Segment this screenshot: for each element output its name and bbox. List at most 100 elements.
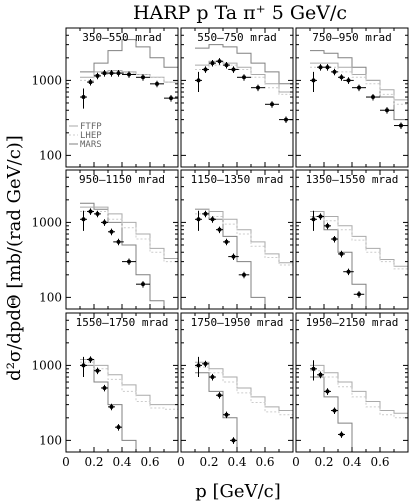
mars-line-9 bbox=[310, 376, 380, 452]
data-point bbox=[116, 71, 121, 76]
data-point bbox=[155, 81, 159, 86]
x-tick-label: 0 bbox=[62, 455, 70, 469]
data-series-4 bbox=[80, 208, 150, 288]
data-point bbox=[217, 59, 222, 64]
panel-8: 1750–1950 mrad 0 0.2 0.4 0.6 bbox=[177, 312, 294, 469]
data-point bbox=[210, 375, 215, 380]
data-point bbox=[231, 67, 236, 72]
ftfp-line-1 bbox=[80, 70, 178, 87]
ftfp-line-8 bbox=[195, 361, 293, 411]
ftfp-line-4 bbox=[80, 206, 178, 265]
data-point bbox=[231, 254, 236, 259]
data-point bbox=[231, 438, 236, 443]
mars-line-8 bbox=[195, 372, 265, 452]
ftfp-line-3 bbox=[310, 62, 408, 110]
data-point bbox=[141, 282, 145, 287]
legend-entry-lhep: LHEP bbox=[80, 131, 102, 141]
data-point bbox=[339, 75, 344, 80]
lhep-line-8 bbox=[195, 366, 293, 416]
panel-label-9: 1950–2150 mrad bbox=[306, 316, 399, 329]
y-tick-label: 1000 bbox=[31, 73, 62, 87]
data-point bbox=[196, 217, 201, 222]
legend-entry-ftfp: FTFP bbox=[80, 122, 102, 132]
data-series-5 bbox=[195, 210, 250, 279]
panel-label-3: 750–950 mrad bbox=[312, 31, 391, 44]
data-point bbox=[141, 75, 145, 80]
x-tick-label: 0.4 bbox=[112, 455, 131, 469]
data-point bbox=[109, 404, 114, 409]
data-point bbox=[102, 385, 107, 390]
x-tick-label: 0.4 bbox=[342, 455, 361, 469]
y-tick-label: 100 bbox=[39, 148, 62, 162]
panel-3: 750–950 mrad bbox=[295, 27, 409, 168]
mars-line-6 bbox=[310, 216, 394, 309]
panel-label-7: 1550–1750 mrad bbox=[76, 316, 169, 329]
data-point bbox=[109, 229, 114, 234]
data-series-1 bbox=[80, 70, 178, 109]
data-point bbox=[95, 368, 100, 373]
data-point bbox=[318, 214, 323, 219]
data-point bbox=[224, 239, 229, 244]
data-point bbox=[318, 372, 323, 377]
data-series-2 bbox=[195, 58, 293, 124]
x-tick-label: 0.6 bbox=[255, 455, 274, 469]
lhep-line-7 bbox=[80, 361, 178, 410]
mars-line-2 bbox=[195, 44, 293, 93]
data-point bbox=[242, 75, 246, 80]
data-series-7 bbox=[80, 356, 122, 431]
data-point bbox=[88, 357, 93, 362]
data-series-9 bbox=[310, 360, 345, 438]
data-point bbox=[311, 78, 316, 83]
data-point bbox=[346, 78, 351, 83]
data-point bbox=[102, 71, 107, 76]
x-tick-label: 0.2 bbox=[199, 455, 218, 469]
data-point bbox=[203, 67, 208, 72]
data-point bbox=[332, 69, 337, 74]
mars-line-1 bbox=[80, 39, 178, 73]
data-point bbox=[332, 408, 337, 413]
panel-2: 550–750 mrad bbox=[180, 27, 294, 168]
panel-label-1: 350–550 mrad bbox=[82, 31, 161, 44]
data-point bbox=[81, 217, 86, 222]
data-point bbox=[102, 220, 107, 225]
data-point bbox=[81, 95, 86, 100]
ftfp-line-6 bbox=[310, 211, 408, 271]
panel-label-8: 1750–1950 mrad bbox=[191, 316, 284, 329]
data-point bbox=[116, 425, 121, 430]
y-tick-label: 1000 bbox=[31, 358, 62, 372]
data-point bbox=[127, 259, 131, 264]
lhep-line-6 bbox=[310, 216, 408, 273]
lhep-line-9 bbox=[310, 370, 408, 419]
data-point bbox=[339, 251, 344, 256]
data-point bbox=[203, 361, 208, 366]
panel-5: 1150–1350 mrad bbox=[180, 169, 294, 310]
data-point bbox=[224, 63, 229, 68]
data-point bbox=[311, 366, 316, 371]
lhep-line-2 bbox=[195, 64, 293, 101]
panel-9: 1950–2150 mrad 0 0.2 0.4 0.6 bbox=[292, 312, 409, 469]
data-series-6 bbox=[310, 210, 365, 298]
x-axis-label: p [GeV/c] bbox=[195, 481, 280, 502]
data-point bbox=[109, 71, 114, 76]
mars-line-4 bbox=[80, 202, 178, 309]
x-tick-label: 0.6 bbox=[140, 455, 159, 469]
data-point bbox=[116, 239, 121, 244]
data-point bbox=[346, 269, 351, 274]
y-tick-label: 100 bbox=[39, 433, 62, 447]
data-point bbox=[357, 292, 361, 297]
data-point bbox=[371, 95, 375, 100]
x-tick-label: 0.6 bbox=[370, 455, 389, 469]
data-point bbox=[325, 389, 330, 394]
x-tick-label: 0 bbox=[292, 455, 300, 469]
x-tick-label: 0 bbox=[177, 455, 185, 469]
data-point bbox=[169, 96, 173, 101]
mars-line-3 bbox=[310, 50, 408, 148]
data-point bbox=[224, 412, 229, 417]
data-series-3 bbox=[310, 64, 408, 129]
mars-line-7 bbox=[80, 364, 150, 452]
data-point bbox=[385, 108, 389, 113]
panel-6: 1350–1550 mrad bbox=[295, 169, 409, 310]
x-tick-label: 0.2 bbox=[84, 455, 103, 469]
mars-line-5 bbox=[195, 208, 279, 309]
